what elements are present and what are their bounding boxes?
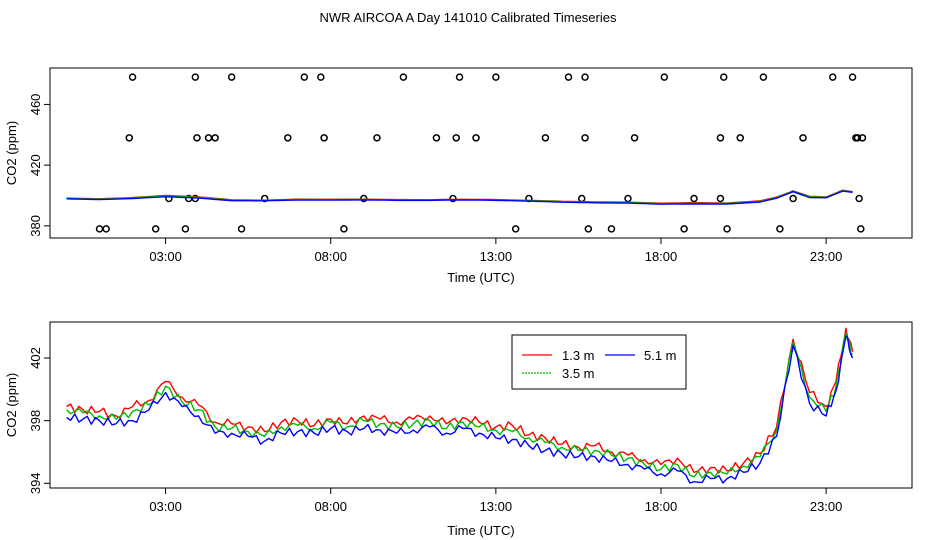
top-x-tick-label: 13:00 xyxy=(480,249,513,264)
outlier-point xyxy=(237,225,246,233)
top-x-axis-label: Time (UTC) xyxy=(447,270,514,285)
outlier-point xyxy=(181,225,190,233)
outlier-point xyxy=(723,225,731,233)
bottom-panel: 03:00 08:00 13:00 18:00 23:00 394 398 402 xyxy=(28,327,854,514)
bottom-x-tick-label: 23:00 xyxy=(810,499,843,514)
outlier-point xyxy=(373,134,381,142)
legend: 1.3 m 3.5 m 5.1 m xyxy=(511,334,687,390)
outlier-point xyxy=(452,134,460,142)
bottom-x-tick-label: 13:00 xyxy=(480,499,513,514)
bottom-y-tick-label: 402 xyxy=(28,347,43,369)
outlier-point xyxy=(581,134,589,142)
outlier-point xyxy=(449,194,457,203)
top-x-tick-label: 18:00 xyxy=(645,249,678,264)
bottom-series-line-3-5-m xyxy=(66,332,854,479)
legend-label-5-1m: 5.1 m xyxy=(644,348,677,363)
outlier-point xyxy=(799,134,807,142)
outlier-point xyxy=(320,134,328,142)
outlier-point xyxy=(776,225,784,233)
outlier-point xyxy=(511,225,520,233)
top-y-tick-label: 460 xyxy=(28,94,43,116)
outlier-point xyxy=(193,134,201,142)
outlier-point xyxy=(102,225,110,233)
legend-box xyxy=(511,334,687,390)
outlier-point xyxy=(284,134,292,142)
outlier-point xyxy=(227,73,236,81)
outlier-point xyxy=(317,73,325,81)
outlier-point xyxy=(736,134,745,142)
outlier-point xyxy=(624,194,632,203)
outlier-point xyxy=(607,225,616,233)
outlier-point xyxy=(472,134,480,142)
top-x-tick-label: 03:00 xyxy=(149,249,182,264)
outlier-point xyxy=(853,134,862,142)
outlier-point xyxy=(204,134,213,142)
bottom-x-axis-label: Time (UTC) xyxy=(447,523,514,538)
top-panel: 03:00 08:00 13:00 18:00 23:00 380 420 460 xyxy=(28,73,867,264)
outlier-point xyxy=(581,73,589,81)
top-y-tick-label: 380 xyxy=(28,215,43,237)
top-panel-frame xyxy=(49,67,913,239)
bottom-y-axis-label: CO2 (ppm) xyxy=(4,373,19,437)
outlier-point xyxy=(789,194,797,203)
outlier-point xyxy=(128,73,137,81)
outlier-point xyxy=(151,225,160,233)
outlier-point xyxy=(211,134,219,142)
outlier-point xyxy=(858,134,867,142)
outlier-point xyxy=(716,134,725,142)
outlier-point xyxy=(660,73,669,81)
bottom-series-line-5-1-m xyxy=(66,335,854,484)
outlier-point xyxy=(191,73,200,81)
outlier-point xyxy=(716,194,725,203)
outlier-point xyxy=(857,225,865,233)
outlier-point xyxy=(719,73,728,81)
top-y-axis-label: CO2 (ppm) xyxy=(4,121,19,185)
outlier-point xyxy=(541,134,550,142)
outlier-point xyxy=(432,134,441,142)
top-x-tick-label: 08:00 xyxy=(314,249,347,264)
outlier-point xyxy=(260,194,269,203)
outlier-point xyxy=(492,73,500,81)
outlier-point xyxy=(577,194,586,203)
bottom-x-tick-label: 18:00 xyxy=(645,499,678,514)
outlier-point xyxy=(759,73,768,81)
outlier-point xyxy=(680,225,688,233)
outlier-point xyxy=(300,73,309,81)
legend-label-1-3m: 1.3 m xyxy=(562,348,595,363)
outlier-point xyxy=(399,73,408,81)
outlier-point xyxy=(455,73,464,81)
outlier-point xyxy=(564,73,573,81)
bottom-series-line-1-3-m xyxy=(66,327,854,474)
outlier-point xyxy=(95,225,104,233)
bottom-y-tick-label: 394 xyxy=(28,472,43,494)
bottom-x-tick-label: 08:00 xyxy=(314,499,347,514)
bottom-panel-frame xyxy=(49,321,913,489)
top-series-line-5-1-m xyxy=(66,190,853,205)
legend-label-3-5m: 3.5 m xyxy=(562,366,595,381)
outlier-point xyxy=(848,73,857,81)
outlier-point xyxy=(125,134,134,142)
bottom-y-tick-label: 398 xyxy=(28,410,43,432)
outlier-point xyxy=(584,225,593,233)
outlier-point xyxy=(630,134,639,142)
bottom-x-tick-label: 03:00 xyxy=(149,499,182,514)
top-y-tick-label: 420 xyxy=(28,154,43,176)
outlier-point xyxy=(855,194,863,203)
outlier-point xyxy=(184,194,193,203)
chart-title: NWR AIRCOA A Day 141010 Calibrated Times… xyxy=(320,10,617,25)
outlier-point xyxy=(828,73,837,81)
outlier-point xyxy=(690,194,698,203)
outlier-point xyxy=(340,225,348,233)
top-x-tick-label: 23:00 xyxy=(810,249,843,264)
